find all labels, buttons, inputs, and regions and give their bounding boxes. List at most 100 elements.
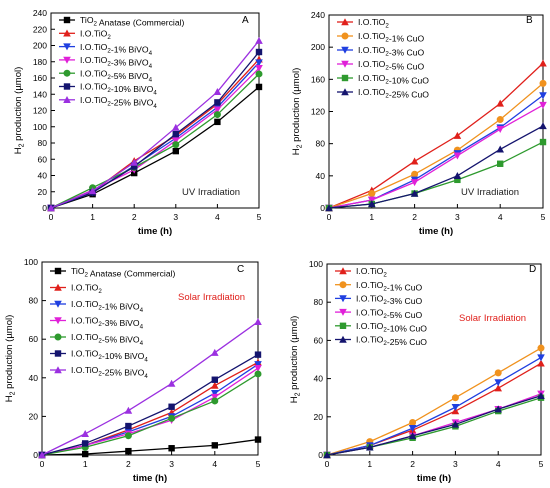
series-6 [323, 391, 545, 459]
data-point [411, 170, 419, 178]
legend-label: I.O.TiO2-3% CuO [358, 45, 424, 58]
data-point [81, 429, 89, 437]
y-tick-label: 0 [33, 450, 38, 460]
legend-label: I.O.TiO2 [356, 266, 387, 279]
chart-panel-d: 0 20 40 60 80 100 0 1 2 3 4 5 time (h) H2 production … [289, 259, 545, 484]
data-point [539, 138, 547, 146]
legend-marker [341, 60, 349, 68]
irradiation-annotation: Solar Irradiation [178, 292, 245, 303]
data-point [454, 176, 461, 184]
legend-label: I.O.TiO2-25% BiVO4 [71, 365, 148, 380]
data-point [410, 179, 419, 187]
y-tick-label: 80 [316, 139, 326, 149]
chart-panel-b: 0 40 80 120 160 200 240 0 1 2 3 4 5 time (h) H2 produc… [291, 10, 547, 237]
legend: TiO2 Anatase (Commercial)I.O.TiO2I.O.TiO… [59, 15, 185, 110]
y-tick-label: 20 [29, 411, 39, 421]
data-point [213, 106, 222, 114]
y-tick-label: 100 [309, 259, 323, 269]
x-axis-label: time (h) [133, 473, 167, 484]
legend-marker [54, 366, 62, 374]
plot-frame [328, 14, 544, 209]
data-point [168, 414, 176, 422]
data-point [172, 147, 179, 155]
legend-marker [63, 83, 71, 90]
data-point [451, 394, 459, 402]
legend-marker [339, 308, 347, 316]
x-tick-label: 3 [169, 459, 174, 469]
series-line [328, 104, 544, 209]
legend-marker [54, 317, 62, 325]
series-5 [325, 138, 547, 212]
x-tick-label: 0 [49, 212, 54, 222]
legend-marker [341, 46, 349, 54]
y-tick-label: 240 [33, 8, 47, 18]
chart-panel-a: 0 20 40 60 80 100 120 140 160 180 200 220 240 0 1 2 3 4 5 t… [13, 8, 263, 237]
legend-label: TiO2 Anatase (Commercial) [80, 15, 185, 28]
data-point [409, 419, 417, 427]
data-point [323, 451, 331, 459]
data-point [214, 118, 221, 126]
data-point [368, 200, 376, 208]
legend-label: I.O.TiO2-10% BiVO4 [71, 349, 148, 364]
data-point [410, 189, 419, 197]
y-tick-label: 40 [316, 171, 326, 181]
series-line [326, 357, 542, 456]
data-point [211, 390, 219, 398]
x-tick-label: 2 [412, 212, 417, 222]
legend-label: I.O.TiO2 [71, 283, 102, 296]
data-point [172, 130, 179, 138]
legend-label: I.O.TiO2-1% BiVO4 [80, 42, 153, 57]
legend-label: I.O.TiO2-25% CuO [356, 335, 427, 348]
y-tick-label: 120 [33, 106, 47, 116]
x-tick-label: 1 [367, 459, 372, 469]
y-tick-label: 60 [29, 334, 39, 344]
y-axis-label: H2 production (µmol) [291, 68, 304, 156]
data-point [539, 92, 547, 100]
data-point [408, 432, 417, 440]
legend-label: I.O.TiO2-25% BiVO4 [80, 95, 157, 110]
chart-panel-c: 0 20 40 60 80 100 0 1 2 3 4 5 time (h) H2 production … [4, 257, 262, 484]
y-tick-label: 40 [38, 171, 48, 181]
x-tick-label: 1 [83, 459, 88, 469]
y-tick-label: 0 [320, 203, 325, 213]
series-6 [325, 122, 547, 212]
series-line [328, 125, 544, 209]
data-point [125, 447, 132, 455]
legend-label: I.O.TiO2-5% CuO [356, 307, 422, 320]
data-point [124, 432, 132, 440]
legend-label: I.O.TiO2 [80, 29, 111, 42]
x-tick-label: 3 [173, 212, 178, 222]
plot-frame [41, 261, 259, 456]
data-point [494, 379, 502, 387]
legend-label: I.O.TiO2-1% CuO [356, 280, 422, 293]
data-point [168, 445, 175, 452]
data-point [255, 36, 263, 44]
legend-label: I.O.TiO2 [358, 17, 389, 30]
data-point [539, 79, 547, 87]
x-tick-label: 4 [215, 212, 220, 222]
x-tick-label: 5 [256, 459, 261, 469]
legend-marker [63, 56, 71, 64]
y-tick-label: 20 [314, 412, 324, 422]
data-point [539, 122, 547, 130]
data-point [172, 141, 180, 149]
series-line [328, 141, 544, 209]
legend-marker [54, 267, 62, 275]
x-tick-label: 2 [126, 459, 131, 469]
y-tick-label: 20 [38, 187, 48, 197]
series-2 [323, 344, 545, 459]
series-line [41, 363, 259, 456]
x-tick-label: 4 [212, 459, 217, 469]
y-tick-label: 180 [33, 57, 47, 67]
data-point [254, 364, 262, 372]
data-point [211, 393, 219, 401]
legend-label: I.O.TiO2-10% CuO [358, 73, 429, 86]
data-point [211, 442, 218, 449]
series-line [50, 51, 260, 209]
legend-label: TiO2 Anatase (Commercial) [71, 266, 176, 279]
y-tick-label: 40 [314, 374, 324, 384]
data-point [451, 420, 460, 428]
data-point [172, 137, 180, 145]
